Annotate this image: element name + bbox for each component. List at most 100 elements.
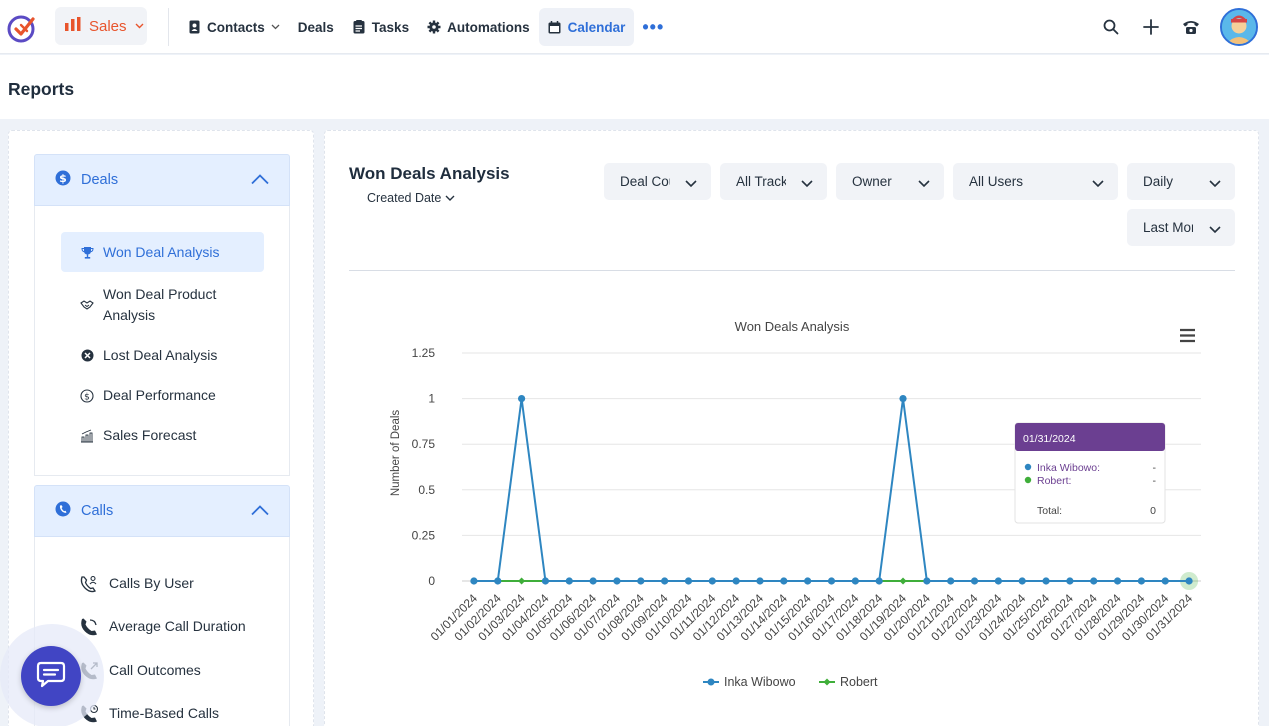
sidebar-item-average-call-duration[interactable]: Average Call Duration: [79, 616, 246, 637]
data-point[interactable]: [613, 577, 621, 585]
chart-title: Won Deals Analysis: [735, 319, 850, 334]
metric-dropdown[interactable]: Deal Count: [604, 163, 711, 200]
phone-icon: [79, 617, 99, 637]
chevron-down-icon: [1092, 176, 1104, 191]
nav-tasks[interactable]: Tasks: [343, 8, 418, 46]
nav-label: Calendar: [567, 19, 626, 35]
data-point[interactable]: [518, 577, 526, 585]
chevron-down-icon: [1209, 176, 1221, 191]
nav-label: Tasks: [371, 19, 410, 35]
nav-label: Contacts: [207, 19, 265, 35]
data-point[interactable]: [780, 577, 788, 585]
trophy-icon: [79, 244, 95, 260]
lost-deal-icon: [79, 348, 95, 364]
data-point[interactable]: [851, 577, 859, 585]
data-point[interactable]: [1113, 577, 1122, 585]
won-deals-chart: Won Deals Analysis Number of Deals 0 0.25…: [390, 319, 1201, 689]
interval-dropdown[interactable]: Daily: [1127, 163, 1235, 200]
track-dropdown[interactable]: All Tracks: [720, 163, 827, 200]
gear-icon: [427, 20, 441, 34]
legend-item-robert[interactable]: Robert: [819, 675, 878, 689]
data-point[interactable]: [875, 577, 883, 585]
data-point[interactable]: [517, 395, 526, 403]
nav-calendar[interactable]: Calendar: [538, 8, 635, 46]
data-point[interactable]: [1042, 577, 1050, 585]
nav-automations[interactable]: Automations: [418, 8, 539, 46]
tooltip-total-label: Total:: [1037, 505, 1062, 517]
date-field-selector[interactable]: Created Date: [367, 191, 455, 205]
data-point[interactable]: [923, 577, 931, 585]
module-switcher[interactable]: Sales: [55, 7, 147, 45]
sidebar-item-deal-performance[interactable]: $ Deal Performance: [79, 385, 216, 406]
sidebar-item-won-deal-analysis[interactable]: Won Deal Analysis: [61, 232, 264, 272]
data-point[interactable]: [994, 577, 1002, 585]
chevron-up-icon[interactable]: [251, 504, 269, 520]
data-point[interactable]: [541, 577, 550, 585]
contact-book-icon: [187, 20, 201, 34]
chat-button[interactable]: [21, 646, 81, 706]
phone-icon[interactable]: [1171, 7, 1211, 47]
avatar[interactable]: [1220, 8, 1258, 46]
nav-label: Automations: [447, 19, 530, 35]
sidebar-item-calls-by-user[interactable]: Calls By User: [79, 573, 194, 594]
data-point[interactable]: [637, 577, 645, 585]
data-point[interactable]: [947, 577, 955, 585]
data-point[interactable]: [970, 577, 979, 585]
data-point[interactable]: [804, 577, 812, 585]
users-dropdown[interactable]: All Users: [953, 163, 1118, 200]
chevron-up-icon[interactable]: [251, 173, 269, 189]
nav-deals[interactable]: Deals: [289, 8, 343, 46]
legend-item-inka-wibowo[interactable]: Inka Wibowo: [703, 675, 796, 689]
sidebar-item-label: Call Outcomes: [109, 662, 201, 678]
more-menu-button[interactable]: •••: [642, 16, 665, 37]
svg-text:$: $: [84, 392, 90, 402]
page-header: Reports: [0, 55, 1269, 119]
calendar-icon: [548, 20, 562, 34]
y-tick-label: 1: [428, 392, 435, 406]
sidebar-item-won-deal-product-analysis[interactable]: Won Deal Product Analysis: [79, 284, 269, 326]
app-logo-icon[interactable]: [7, 11, 39, 43]
chevron-down-icon: [685, 176, 697, 191]
data-point[interactable]: [827, 577, 836, 585]
reports-sidebar: $ Deals Won Deal Analysis Won Deal Produ…: [8, 130, 314, 726]
sidebar-item-sales-forecast[interactable]: Sales Forecast: [79, 425, 196, 446]
section-label: Calls: [81, 503, 114, 519]
group-by-dropdown[interactable]: Owner: [836, 163, 944, 200]
search-icon[interactable]: [1091, 7, 1131, 47]
data-point[interactable]: [732, 577, 740, 585]
section-deals-header[interactable]: $ Deals: [34, 154, 290, 206]
data-point[interactable]: [756, 577, 764, 585]
data-point[interactable]: [1161, 577, 1169, 585]
data-point[interactable]: [899, 577, 907, 585]
data-point[interactable]: [565, 577, 573, 585]
data-point[interactable]: [708, 577, 716, 585]
data-point[interactable]: [589, 577, 597, 585]
top-navbar: Sales Contacts Deals Tasks: [0, 0, 1269, 54]
handshake-icon: [79, 297, 95, 313]
legend-label: Inka Wibowo: [724, 675, 796, 689]
chevron-down-icon: [801, 176, 813, 191]
data-point[interactable]: [1090, 577, 1098, 585]
sidebar-item-label: Won Deal Analysis: [103, 243, 220, 260]
sidebar-item-time-based-calls[interactable]: Time-Based Calls: [79, 703, 219, 724]
plus-icon[interactable]: [1131, 7, 1171, 47]
hamburger-menu-icon[interactable]: [1177, 328, 1195, 345]
section-calls-header[interactable]: Calls: [34, 485, 290, 537]
data-point[interactable]: [899, 395, 907, 403]
data-point[interactable]: [1066, 577, 1074, 585]
data-point[interactable]: [1018, 577, 1026, 585]
dropdown-value: All Tracks: [736, 174, 786, 189]
data-point[interactable]: [684, 577, 693, 585]
period-dropdown[interactable]: Last Month: [1127, 209, 1235, 246]
tooltip-total-value: 0: [1150, 505, 1156, 517]
data-point[interactable]: [1185, 577, 1193, 585]
chart-tooltip: 01/31/2024 Inka Wibowo: - Robert: - Tota…: [1014, 422, 1166, 524]
nav-contacts[interactable]: Contacts: [178, 8, 289, 46]
tooltip-series-name: Robert:: [1037, 475, 1071, 487]
data-point[interactable]: [470, 577, 478, 585]
data-point[interactable]: [1137, 577, 1146, 585]
dollar-circle-icon: $: [55, 170, 71, 190]
data-point[interactable]: [494, 577, 502, 585]
sidebar-item-lost-deal-analysis[interactable]: Lost Deal Analysis: [79, 345, 217, 366]
data-point[interactable]: [661, 577, 669, 585]
